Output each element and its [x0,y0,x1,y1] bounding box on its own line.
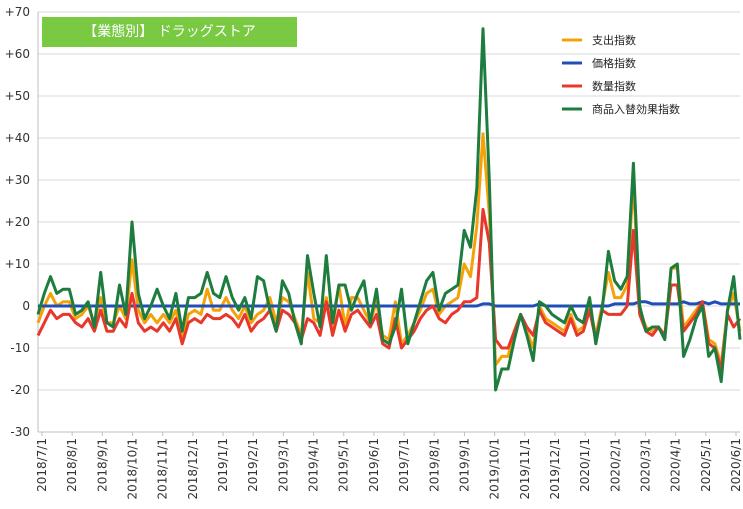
x-tick-label: 2020/4/1 [669,438,683,492]
x-tick-label: 2019/3/1 [276,438,290,492]
x-tick-label: 2020/3/1 [638,438,652,492]
y-tick-label: +60 [5,47,30,61]
legend-label: 支出指数 [592,33,636,47]
x-tick-label: 2018/8/1 [65,438,79,492]
x-tick-label: 2018/12/1 [186,438,200,500]
legend-label: 価格指数 [592,56,636,70]
y-tick-label: +20 [5,215,30,229]
x-tick-label: 2019/5/1 [337,438,351,492]
series-line [38,300,740,308]
x-tick-label: 2020/1/1 [578,438,592,492]
x-tick-label: 2019/11/1 [518,438,532,500]
x-tick-label: 2019/1/1 [216,438,230,492]
y-axis-ticks: -30 -20 -10 0 +10 +20 +30 +40 +50 +60 +70 [5,5,30,439]
x-tick-label: 2019/9/1 [457,438,471,492]
y-tick-label: +10 [5,257,30,271]
series-lines [36,27,742,392]
y-tick-label: -10 [10,341,30,355]
x-tick-label: 2018/10/1 [126,438,140,500]
x-tick-label: 2020/5/1 [699,438,713,492]
legend-label: 数量指数 [592,79,636,93]
y-tick-label: +40 [5,131,30,145]
x-tick-label: 2019/10/1 [488,438,502,500]
y-tick-label: 0 [22,299,30,313]
x-tick-label: 2018/11/1 [156,438,170,500]
x-tick-label: 2018/9/1 [95,438,109,492]
y-tick-label: +50 [5,89,30,103]
x-tick-label: 2019/12/1 [548,438,562,500]
x-tick-label: 2019/6/1 [367,438,381,492]
x-tick-label: 2020/2/1 [608,438,622,492]
x-tick-label: 2020/6/1 [729,438,743,492]
series-line [36,27,742,392]
y-tick-label: +30 [5,173,30,187]
x-tick-label: 2019/2/1 [246,438,260,492]
x-tick-label: 2018/7/1 [35,438,49,492]
legend-label: 商品入替効果指数 [592,102,680,116]
y-tick-label: +70 [5,5,30,19]
series-line [36,207,742,371]
chart-title: 【業態別】 ドラッグストア [42,17,297,47]
y-tick-label: -30 [10,425,30,439]
x-axis-ticks: 2018/7/1 2018/8/1 2018/9/1 2018/10/1 2018/11… [35,432,743,500]
x-tick-label: 2019/7/1 [397,438,411,492]
y-tick-label: -20 [10,383,30,397]
x-tick-label: 2019/8/1 [427,438,441,492]
x-tick-label: 2019/4/1 [307,438,321,492]
grid-lines [37,11,740,433]
